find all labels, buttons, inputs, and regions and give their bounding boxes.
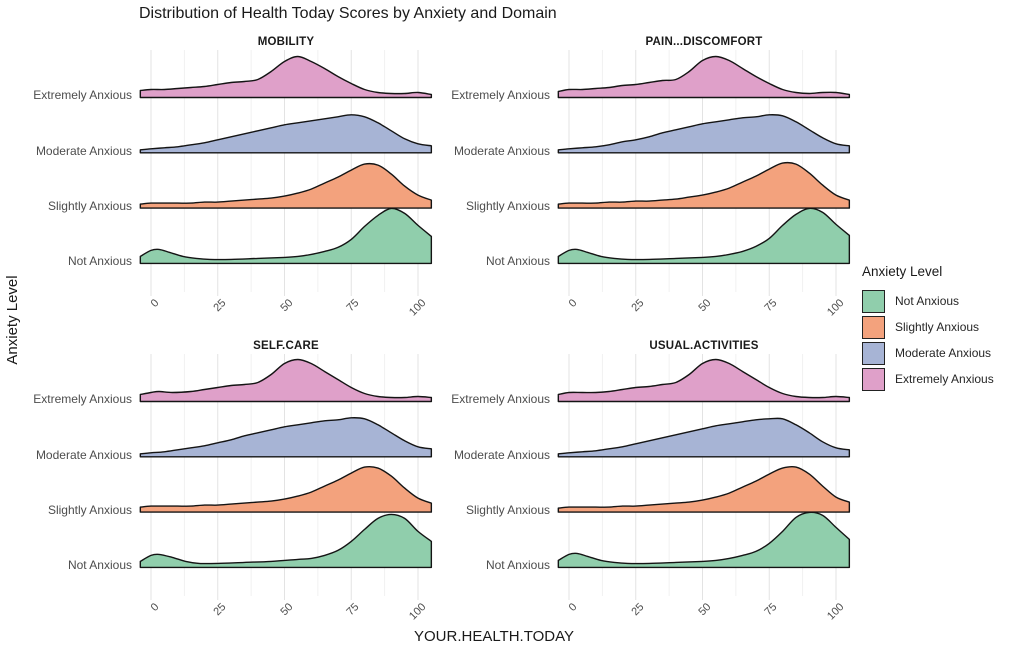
facet-mobility: MOBILITY Extremely Anxious Moderate Anxi…: [33, 36, 433, 318]
y-tick-label: Extremely Anxious: [451, 392, 550, 406]
density-ridge-usual-activities-slightly-anxious: [557, 465, 851, 513]
legend-label: Slightly Anxious: [895, 320, 980, 334]
facet-usual-activities: USUAL.ACTIVITIES Extremely Anxious Moder…: [451, 340, 851, 622]
legend-item: Slightly Anxious: [862, 314, 1022, 340]
y-tick-label: Slightly Anxious: [465, 199, 550, 213]
density-ridge-usual-activities-extremely-anxious: [557, 358, 851, 403]
facet-title: USUAL.ACTIVITIES: [649, 340, 759, 352]
density-ridge-mobility-moderate-anxious: [139, 114, 433, 154]
y-tick-label: Slightly Anxious: [465, 503, 550, 517]
legend-swatch-not-anxious: [862, 289, 885, 313]
density-ridge-self-care-extremely-anxious: [139, 358, 433, 403]
x-tick-label: 50: [278, 601, 296, 619]
facet-title: MOBILITY: [257, 36, 315, 48]
y-tick-label: Extremely Anxious: [33, 88, 132, 102]
y-tick-label: Not Anxious: [485, 558, 550, 572]
legend-item: Extremely Anxious: [862, 366, 1022, 392]
y-tick-label: Slightly Anxious: [47, 199, 132, 213]
density-ridge-pain-discomfort-slightly-anxious: [557, 161, 851, 209]
density-ridge-usual-activities-moderate-anxious: [557, 417, 851, 458]
x-axis-title: YOUR.HEALTH.TODAY: [413, 628, 575, 645]
density-ridge-pain-discomfort-not-anxious: [557, 207, 851, 265]
y-tick-label: Moderate Anxious: [453, 448, 550, 462]
plot-title: Distribution of Health Today Scores by A…: [139, 5, 557, 22]
facet-panel: [139, 354, 433, 600]
y-tick-label: Extremely Anxious: [451, 88, 550, 102]
density-ridge-usual-activities-not-anxious: [557, 511, 851, 569]
legend-label: Not Anxious: [895, 294, 960, 308]
density-ridge-mobility-slightly-anxious: [139, 162, 433, 209]
density-ridge-mobility-not-anxious: [139, 207, 433, 265]
facet-panel: [557, 50, 851, 296]
facet-panel: [139, 50, 433, 296]
y-tick-label: Moderate Anxious: [453, 144, 550, 158]
y-axis-title: Anxiety Level: [4, 275, 21, 365]
density-ridge-mobility-extremely-anxious: [139, 55, 433, 99]
legend: Anxiety Level Not Anxious Slightly Anxio…: [862, 264, 1022, 392]
y-tick-label: Moderate Anxious: [35, 448, 132, 462]
legend-title: Anxiety Level: [862, 264, 943, 279]
density-ridge-self-care-moderate-anxious: [139, 417, 433, 458]
x-tick-label: 0: [148, 601, 162, 614]
x-tick-label: 100: [825, 601, 847, 623]
legend-swatch-moderate-anxious: [862, 341, 885, 365]
density-ridge-self-care-not-anxious: [139, 513, 433, 569]
legend-label: Extremely Anxious: [895, 372, 994, 386]
x-tick-label: 25: [211, 601, 229, 619]
facet-title: PAIN...DISCOMFORT: [645, 36, 763, 48]
facet-pain-discomfort: PAIN...DISCOMFORT Extremely Anxious Mode…: [451, 36, 851, 318]
y-tick-label: Extremely Anxious: [33, 392, 132, 406]
y-tick-label: Moderate Anxious: [35, 144, 132, 158]
y-tick-label: Not Anxious: [67, 558, 132, 572]
x-tick-label: 75: [762, 601, 780, 619]
legend-item: Not Anxious: [862, 288, 1022, 314]
y-tick-label: Not Anxious: [67, 254, 132, 268]
x-tick-label: 50: [696, 601, 714, 619]
density-ridge-pain-discomfort-extremely-anxious: [557, 55, 851, 99]
legend-swatch-extremely-anxious: [862, 367, 885, 391]
density-ridge-pain-discomfort-moderate-anxious: [557, 114, 851, 154]
density-ridge-self-care-slightly-anxious: [139, 465, 433, 513]
legend-item: Moderate Anxious: [862, 340, 1022, 366]
y-tick-label: Not Anxious: [485, 254, 550, 268]
facet-self-care: SELF.CARE Extremely Anxious Moderate Anx…: [33, 340, 433, 622]
facet-panel: [557, 354, 851, 600]
y-tick-label: Slightly Anxious: [47, 503, 132, 517]
legend-label: Moderate Anxious: [895, 346, 992, 360]
facet-title: SELF.CARE: [253, 340, 319, 352]
legend-swatch-slightly-anxious: [862, 315, 885, 339]
